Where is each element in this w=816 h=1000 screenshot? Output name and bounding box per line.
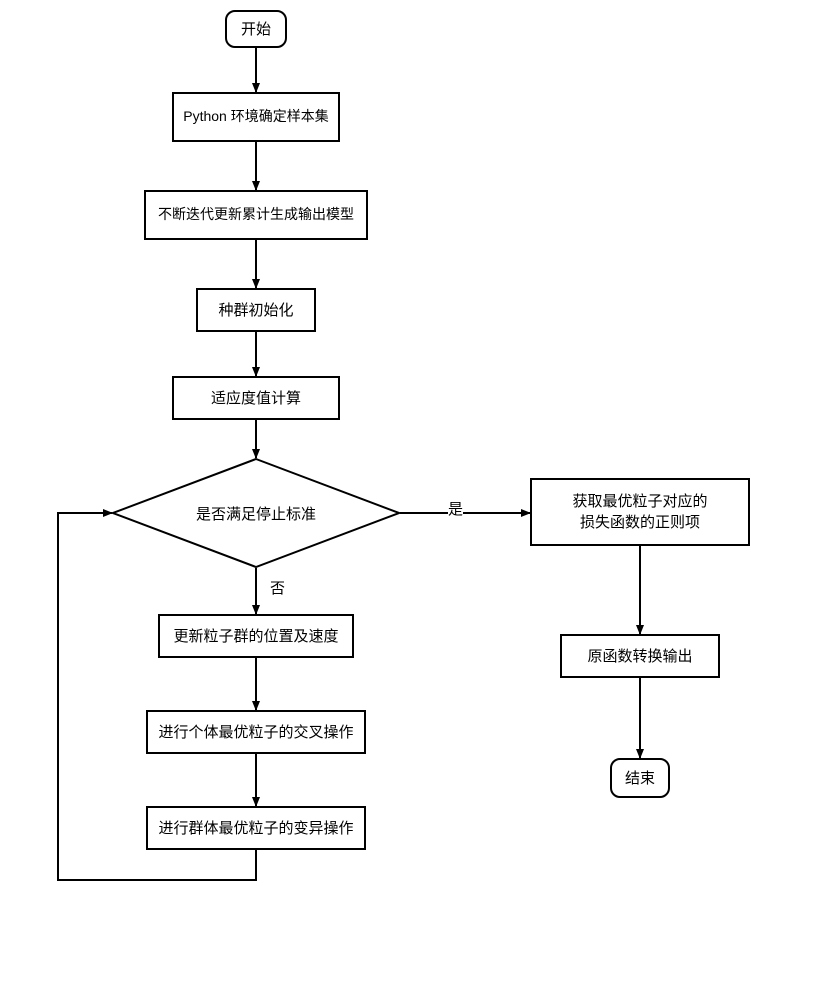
node-text: 更新粒子群的位置及速度 xyxy=(173,626,338,647)
node-text: Python 环境确定样本集 xyxy=(183,107,328,127)
node-start-text: 开始 xyxy=(241,19,271,40)
label-yes: 是 xyxy=(448,498,463,519)
node-text: 是否满足停止标准 xyxy=(196,503,316,524)
node-end: 结束 xyxy=(610,758,670,798)
node-text: 不断迭代更新累计生成输出模型 xyxy=(158,205,354,225)
node-transform-output: 原函数转换输出 xyxy=(560,634,720,678)
node-text: 获取最优粒子对应的 损失函数的正则项 xyxy=(572,491,707,533)
label-no: 否 xyxy=(270,577,285,598)
node-fitness: 适应度值计算 xyxy=(172,376,340,420)
node-crossover: 进行个体最优粒子的交叉操作 xyxy=(146,710,366,754)
node-text: 适应度值计算 xyxy=(211,388,301,409)
node-text: 进行个体最优粒子的交叉操作 xyxy=(158,722,353,743)
node-text: 种群初始化 xyxy=(218,300,293,321)
node-text: 原函数转换输出 xyxy=(587,646,692,667)
node-start: 开始 xyxy=(225,10,287,48)
node-text: 结束 xyxy=(625,768,655,789)
node-iterate-output: 不断迭代更新累计生成输出模型 xyxy=(144,190,368,240)
node-decision: 是否满足停止标准 xyxy=(112,458,400,568)
node-get-reg: 获取最优粒子对应的 损失函数的正则项 xyxy=(530,478,750,546)
node-update-swarm: 更新粒子群的位置及速度 xyxy=(158,614,354,658)
node-text: 进行群体最优粒子的变异操作 xyxy=(158,818,353,839)
node-init-pop: 种群初始化 xyxy=(196,288,316,332)
node-mutation: 进行群体最优粒子的变异操作 xyxy=(146,806,366,850)
node-python-sample: Python 环境确定样本集 xyxy=(172,92,340,142)
